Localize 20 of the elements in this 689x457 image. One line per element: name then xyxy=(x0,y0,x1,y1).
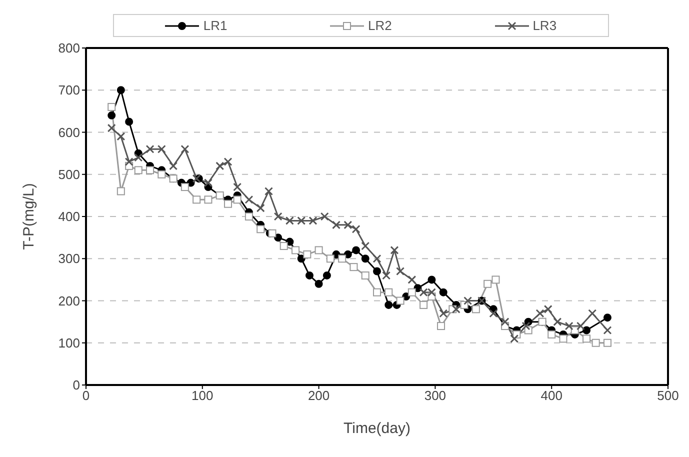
x-tick-label: 100 xyxy=(192,388,214,404)
legend-label: LR1 xyxy=(202,18,228,33)
y-tick-label: 400 xyxy=(58,209,80,224)
legend-label: LR2 xyxy=(367,18,392,33)
y-tick-label: 100 xyxy=(58,335,80,350)
x-axis-title: Time(day) xyxy=(344,420,410,437)
x-tick-label: 0 xyxy=(82,388,90,404)
y-tick-label: 700 xyxy=(58,82,80,98)
y-tick-label: 0 xyxy=(72,378,80,393)
x-tick-label: 500 xyxy=(657,388,679,404)
y-tick-label: 300 xyxy=(58,251,80,266)
y-tick-label: 200 xyxy=(58,293,80,308)
x-tick-label: 200 xyxy=(308,388,330,404)
x-tick-label: 400 xyxy=(540,388,562,404)
x-tick-label: 300 xyxy=(424,388,446,404)
y-tick-label: 500 xyxy=(58,166,80,182)
y-axis-title: T-P(mg/L) xyxy=(20,183,38,250)
y-tick-label: 600 xyxy=(58,124,80,140)
y-tick-label: 800 xyxy=(58,40,80,56)
legend-label: LR3 xyxy=(532,18,557,33)
